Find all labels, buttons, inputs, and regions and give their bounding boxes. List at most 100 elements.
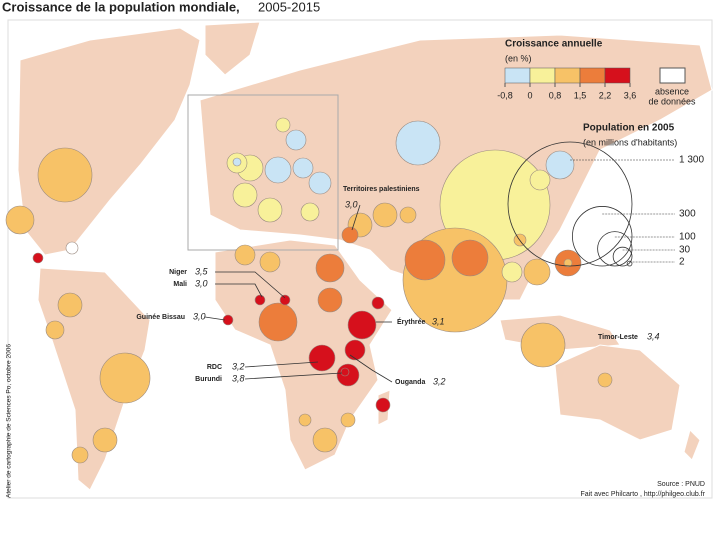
class-swatch (604, 67, 631, 84)
country-circle (371, 296, 385, 310)
country-circle (529, 169, 551, 191)
country-circle (99, 352, 151, 404)
new-zealand (683, 429, 701, 461)
map: Territoires palestiniens 3,0 Niger 3,5 M… (5, 19, 713, 499)
break-label: -0,8 (497, 90, 513, 100)
country-circle (37, 147, 93, 203)
legend-title: Croissance annuelle (505, 39, 603, 50)
size-label: 30 (679, 245, 691, 256)
break-label: 3,6 (624, 90, 637, 100)
annotation-value: 3,0 (193, 311, 206, 321)
country-circle (513, 233, 527, 247)
size-circle (626, 260, 633, 267)
europe-inset-frame (187, 94, 339, 251)
map-period: 2005-2015 (258, 0, 320, 14)
title: Croissance de la population mondiale, 20… (2, 0, 320, 14)
country-circle (501, 261, 523, 283)
legend-unit: (en %) (505, 53, 532, 63)
annotation-leaders (204, 204, 393, 383)
no-data-label: absence (655, 86, 689, 96)
country-circle (258, 302, 298, 342)
leader-line (351, 204, 361, 231)
country-circle (451, 239, 489, 277)
size-circle (612, 246, 633, 267)
country-circle (292, 157, 314, 179)
leader-line (204, 316, 226, 321)
country-circle (300, 202, 320, 222)
leader-line (349, 354, 393, 383)
source: Source : PNUD (657, 481, 705, 488)
country-circle (312, 427, 338, 453)
country-circle (341, 226, 359, 244)
country-circle (317, 287, 343, 313)
annotation-label: Territoires palestiniens (343, 186, 420, 193)
size-label: 100 (679, 232, 696, 243)
country-circle (347, 310, 377, 340)
footer: Source : PNUD Fait avec Philcarto , http… (6, 344, 706, 498)
size-label: 300 (679, 209, 696, 220)
class-swatch (554, 67, 581, 84)
country-circle (257, 197, 283, 223)
annotation-value: 3,0 (195, 278, 208, 288)
annotation-label: Timor-Leste (598, 334, 638, 341)
break-label: 0,8 (549, 90, 562, 100)
country-circle (275, 117, 291, 133)
leader-line (215, 271, 286, 299)
country-circle (71, 446, 89, 464)
growth-legend: Croissance annuelle (en %) absence de do… (497, 39, 696, 107)
country-circle (259, 251, 281, 273)
country-circle (545, 150, 575, 180)
credit: Fait avec Philcarto , http://philgeo.clu… (580, 491, 705, 498)
country-circle (308, 171, 332, 195)
country-circle (232, 182, 258, 208)
legend-unit: (en millions d'habitants) (583, 137, 677, 147)
annotation-label: Ouganda (395, 379, 425, 386)
country-circle (65, 241, 79, 255)
size-circle (572, 206, 633, 267)
country-circle (57, 292, 83, 318)
annotation-label: Niger (169, 269, 187, 276)
country-circle (254, 294, 266, 306)
country-circle (372, 202, 398, 228)
legend-title: Population en 2005 (583, 123, 675, 134)
class-swatch (579, 67, 606, 84)
break-label: 0 (527, 90, 532, 100)
no-data-swatch (659, 67, 686, 84)
annotation-value: 3,8 (232, 373, 245, 383)
leader-line (244, 361, 319, 368)
country-circle (232, 157, 242, 167)
country-circle (404, 239, 446, 281)
size-circle (597, 231, 633, 267)
country-circle (279, 294, 291, 306)
size-circle (507, 141, 633, 267)
country-circles (5, 117, 613, 464)
break-label: 2,2 (599, 90, 612, 100)
class-swatch (529, 67, 556, 84)
country-circle (340, 367, 350, 377)
break-label: 1,5 (574, 90, 587, 100)
annotation-label: Guinée Bissau (136, 314, 185, 321)
population-legend: Population en 2005 (en millions d'habita… (507, 123, 704, 268)
map-title: Croissance de la population mondiale, (2, 0, 240, 14)
country-circle (344, 339, 366, 361)
country-circle (375, 397, 391, 413)
country-circle (45, 320, 65, 340)
country-circle (32, 252, 44, 264)
greenland (204, 21, 261, 76)
country-circle (285, 129, 307, 151)
annotation-value: 3,0 (345, 199, 358, 209)
side-credit: Atelier de cartographie de Sciences Po, … (6, 344, 13, 498)
size-label: 2 (679, 257, 685, 268)
annotation-label: Mali (173, 281, 187, 288)
country-circle (234, 244, 256, 266)
size-label: 1 300 (679, 155, 704, 166)
country-circle (264, 156, 292, 184)
annotation-value: 3,2 (232, 361, 245, 371)
leader-line (244, 372, 343, 380)
country-circle (308, 344, 336, 372)
country-circle (563, 258, 573, 268)
class-swatch (504, 67, 531, 84)
country-circle (520, 322, 566, 368)
annotations: Territoires palestiniens 3,0 Niger 3,5 M… (136, 186, 659, 387)
